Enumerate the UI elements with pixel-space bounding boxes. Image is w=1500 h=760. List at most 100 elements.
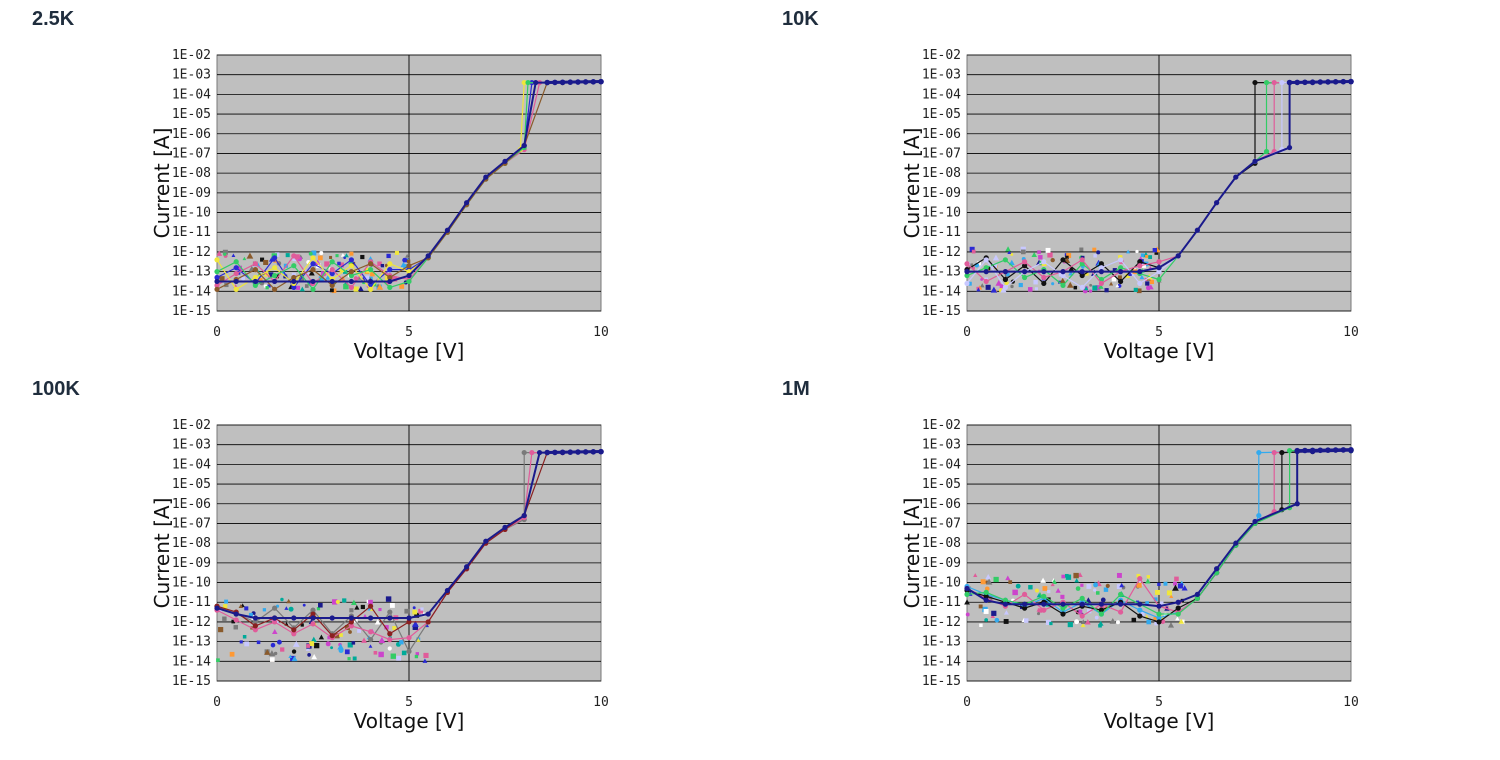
- series-point: [233, 270, 239, 277]
- series-point: [575, 449, 581, 455]
- data-marker: [1028, 585, 1033, 590]
- series-point: [1118, 609, 1124, 615]
- y-tick-label: 1E-15: [172, 674, 211, 689]
- series-point: [348, 623, 354, 629]
- data-marker: [1119, 582, 1125, 588]
- series-point: [1137, 263, 1143, 269]
- data-marker: [1115, 620, 1120, 625]
- data-marker: [1139, 274, 1145, 280]
- series-point: [1118, 278, 1124, 285]
- data-marker: [1047, 252, 1053, 258]
- data-marker: [1031, 252, 1037, 258]
- series-point: [983, 597, 989, 603]
- series-point: [310, 267, 316, 273]
- series-point: [1118, 601, 1124, 607]
- series-point: [387, 615, 393, 621]
- data-marker: [229, 651, 235, 657]
- series-point: [1079, 613, 1085, 619]
- data-marker: [295, 285, 301, 290]
- series-point: [310, 278, 316, 285]
- data-marker: [1093, 582, 1099, 588]
- data-marker: [1148, 255, 1153, 259]
- data-marker: [1145, 601, 1149, 605]
- data-marker: [1036, 607, 1041, 612]
- chart-100k: 1E-02 1E-03 1E-04 1E-05 1E-06 1E-07 1E-08 1E-09…: [150, 418, 609, 733]
- series-point: [1060, 282, 1066, 288]
- data-marker: [373, 650, 378, 655]
- data-marker: [1075, 586, 1081, 591]
- y-tick-label: 1E-09: [922, 186, 961, 201]
- series-point: [348, 278, 354, 285]
- data-marker: [347, 642, 353, 648]
- series-point: [1060, 605, 1066, 611]
- series-point: [368, 615, 374, 621]
- data-marker: [971, 249, 976, 254]
- series-point: [552, 79, 558, 86]
- data-marker: [260, 257, 265, 262]
- series-point: [329, 278, 335, 285]
- series-point: [387, 267, 393, 273]
- data-marker: [222, 249, 228, 255]
- series-point: [567, 449, 574, 455]
- series-point: [464, 564, 470, 570]
- series-point: [310, 261, 316, 267]
- data-marker: [1145, 281, 1150, 286]
- series-point: [1041, 593, 1047, 599]
- data-marker: [405, 253, 410, 258]
- series-point: [1302, 447, 1308, 454]
- series-point: [964, 272, 970, 279]
- data-marker: [401, 650, 407, 656]
- data-marker: [290, 655, 296, 662]
- data-marker: [973, 573, 978, 577]
- data-marker: [233, 625, 238, 630]
- data-marker: [414, 612, 420, 618]
- series-point: [310, 621, 316, 627]
- data-marker: [1036, 612, 1041, 616]
- series-point: [406, 278, 412, 285]
- y-tick-label: 1E-12: [172, 245, 211, 260]
- series-point: [1348, 446, 1354, 453]
- x-axis-label: Voltage [V]: [1104, 339, 1215, 363]
- series-point: [983, 278, 989, 285]
- series-point: [406, 263, 412, 269]
- data-marker: [1018, 282, 1023, 288]
- series-point: [310, 286, 316, 292]
- data-marker: [1116, 584, 1122, 590]
- data-marker: [329, 255, 333, 259]
- chart-panel-100k: 100K 1E-02 1E-03 1E-04 1E-05 1E-06 1E-07 1E-08…: [32, 378, 732, 748]
- series-point: [368, 267, 374, 273]
- series-point: [387, 637, 393, 643]
- series-point: [1022, 605, 1028, 611]
- data-marker: [360, 254, 365, 260]
- series-point: [329, 259, 335, 265]
- data-marker: [1092, 285, 1098, 291]
- series-point: [214, 274, 220, 281]
- data-marker: [391, 276, 398, 282]
- x-tick-label: 0: [963, 325, 971, 340]
- data-marker: [325, 641, 331, 647]
- data-marker: [340, 253, 345, 257]
- panel-title: 1M: [782, 378, 810, 400]
- data-marker: [335, 254, 339, 258]
- data-marker: [224, 599, 229, 604]
- data-marker: [1096, 250, 1101, 255]
- y-tick-label: 1E-10: [172, 576, 211, 591]
- data-marker: [1172, 584, 1179, 591]
- data-marker: [1136, 582, 1142, 588]
- data-marker: [404, 608, 410, 614]
- data-marker: [1136, 288, 1142, 294]
- y-tick-label: 1E-03: [172, 68, 211, 83]
- data-marker: [248, 612, 253, 617]
- data-marker: [1049, 621, 1053, 626]
- series-point: [387, 274, 393, 281]
- series-point: [1263, 148, 1270, 155]
- data-marker: [216, 250, 223, 256]
- data-marker: [302, 603, 306, 607]
- series-point: [348, 619, 354, 625]
- data-marker: [1128, 272, 1132, 276]
- data-marker: [992, 263, 998, 269]
- x-tick-label: 10: [593, 325, 609, 340]
- data-marker: [1047, 590, 1051, 594]
- data-marker: [1040, 577, 1047, 583]
- y-tick-label: 1E-12: [172, 615, 211, 630]
